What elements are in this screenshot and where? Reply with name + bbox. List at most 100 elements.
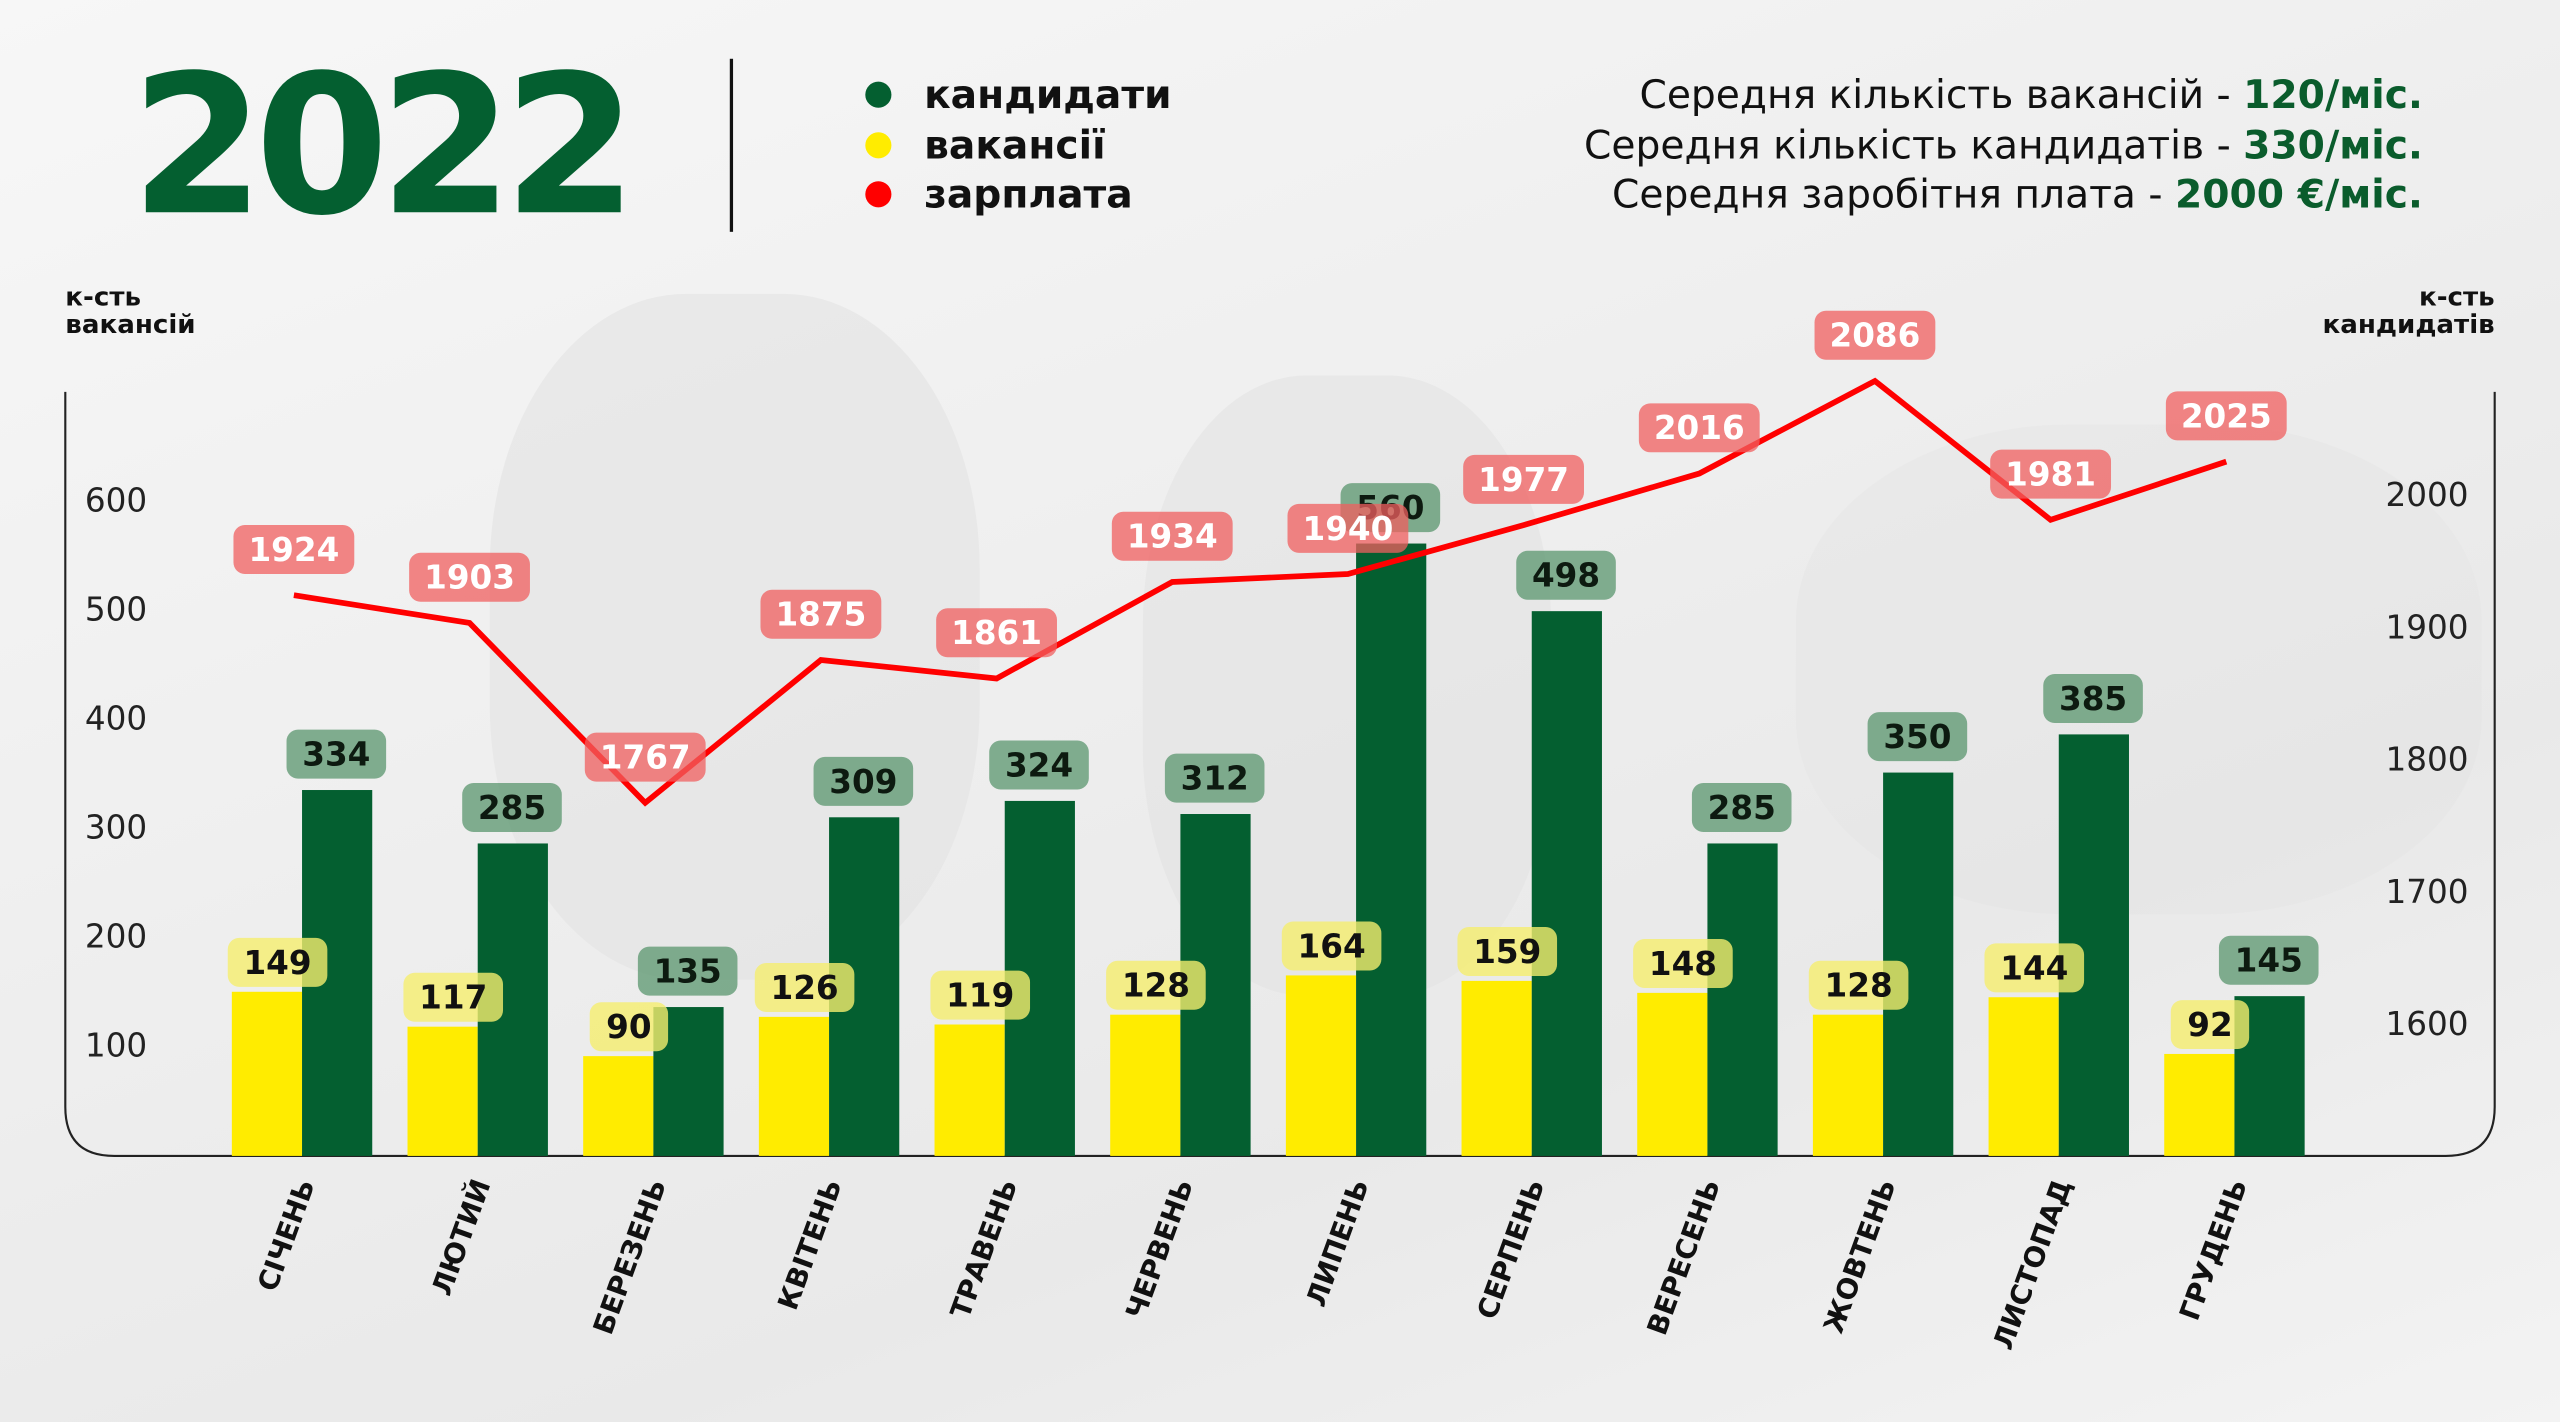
stat-label: Середня кількість вакансій -: [1639, 71, 2244, 118]
salary-value-label: 1934: [1127, 518, 1218, 556]
legend-dot-icon: [865, 181, 892, 208]
vacancies-value-label-bg: [1457, 926, 1558, 976]
vacancies-value-label: 117: [419, 979, 487, 1017]
candidates-value-label-bg: [813, 756, 914, 806]
month-label: ЛЮТИЙ: [424, 1174, 497, 1299]
vacancies-bar: [758, 1016, 830, 1156]
right-tick-label: 2000: [2385, 476, 2468, 514]
vacancies-value-label-bg: [930, 970, 1031, 1020]
stat-salary: Середня заробітня плата - 2000 €/міс.: [1612, 171, 2423, 217]
stat-label: Середня кількість кандидатів -: [1584, 122, 2244, 169]
vacancies-value-label-bg: [227, 937, 328, 987]
candidates-value-label-bg: [989, 740, 1089, 790]
stat-value: 2000 €/міс.: [2174, 171, 2423, 218]
stat-value: 330/міс.: [2243, 122, 2423, 169]
candidates-value-label-bg: [637, 946, 738, 996]
divider: [729, 58, 734, 232]
salary-value-label-bg: [584, 732, 706, 782]
legend-dot-icon: [865, 132, 892, 159]
legend-label: кандидати: [924, 71, 1172, 118]
vacancies-bar: [407, 1026, 478, 1156]
vacancies-value-label: 148: [1649, 945, 1717, 983]
left-tick-label: 100: [85, 1027, 147, 1065]
salary-value-label-bg: [1287, 503, 1409, 553]
vacancies-bar: [231, 991, 303, 1156]
candidates-value-label-bg: [462, 783, 562, 833]
left-tick-label: 400: [85, 699, 147, 737]
salary-value-label-bg: [409, 552, 530, 602]
vacancies-value-label: 164: [1298, 927, 1366, 965]
vacancies-value-label: 126: [770, 969, 838, 1007]
month-label: ВЕРЕСЕНЬ: [1640, 1175, 1727, 1340]
salary-value-label: 1903: [424, 559, 515, 597]
candidates-bar: [1707, 843, 1778, 1156]
salary-value-label: 1977: [1478, 461, 1569, 499]
salary-value-label-bg: [760, 589, 882, 639]
month-label: ЧЕРВЕНЬ: [1119, 1175, 1200, 1324]
candidates-value-label-bg: [2218, 935, 2319, 985]
candidates-value-label-bg: [1691, 783, 1792, 833]
legend-label: вакансії: [924, 122, 1106, 169]
left-tick-label: 300: [85, 809, 147, 847]
salary-value-label-bg: [1814, 310, 1936, 360]
left-axis-title: к-сть вакансій: [65, 280, 196, 340]
candidates-value-label: 135: [654, 953, 722, 991]
candidates-value-label: 498: [1532, 557, 1600, 595]
candidates-value-label: 285: [1708, 789, 1776, 827]
vacancies-value-label-bg: [2170, 1000, 2250, 1050]
month-label: ЛИСТОПАД: [1986, 1175, 2078, 1354]
vacancies-value-label: 92: [2187, 1006, 2232, 1044]
vacancies-value-label-bg: [1281, 921, 1382, 971]
vacancies-value-label: 128: [1825, 967, 1893, 1005]
legend-vacancies: вакансії: [865, 122, 1106, 169]
candidates-value-label: 350: [1883, 718, 1951, 756]
vacancies-value-label: 149: [243, 944, 311, 982]
vacancies-value-label: 119: [946, 977, 1014, 1015]
candidates-value-label-bg: [1867, 712, 1968, 762]
right-tick-label: 1600: [2385, 1005, 2468, 1043]
stat-vacancies: Середня кількість вакансій - 120/міс.: [1639, 72, 2422, 118]
salary-value-label: 2025: [2181, 397, 2272, 435]
vacancies-value-label: 128: [1122, 967, 1190, 1005]
vacancies-bar: [583, 1056, 654, 1156]
vacancies-value-label: 159: [1473, 933, 1541, 971]
legend-label: зарплата: [924, 171, 1133, 218]
salary-value-label-bg: [233, 524, 355, 574]
salary-value-label-bg: [1638, 403, 1760, 453]
vacancies-value-label-bg: [403, 972, 504, 1022]
candidates-value-label: 309: [829, 763, 897, 801]
vacancies-bar: [1461, 980, 1532, 1156]
vacancies-value-label: 144: [2000, 949, 2068, 987]
salary-value-label: 1924: [248, 531, 339, 569]
vacancies-value-label-bg: [1808, 960, 1909, 1010]
month-label: СЕРПЕНЬ: [1470, 1175, 1551, 1324]
candidates-value-label: 145: [2235, 942, 2303, 980]
salary-value-label-bg: [1990, 449, 2112, 499]
left-tick-label: 500: [85, 590, 147, 628]
salary-value-label: 1861: [951, 614, 1042, 652]
vacancies-bar: [934, 1024, 1005, 1156]
left-tick-label: 600: [85, 481, 147, 519]
salary-value-label: 1767: [600, 739, 691, 777]
year-title: 2022: [130, 32, 638, 258]
legend-dot-icon: [865, 81, 892, 108]
stat-value: 120/міс.: [2243, 71, 2423, 118]
vacancies-bar: [1110, 1014, 1181, 1156]
vacancies-bar: [1812, 1014, 1884, 1156]
stat-label: Середня заробітня плата -: [1612, 171, 2175, 218]
vacancies-value-label-bg: [754, 962, 855, 1012]
legend-candidates: кандидати: [865, 71, 1172, 118]
right-tick-label: 1800: [2385, 741, 2468, 779]
candidates-value-label-bg: [1516, 550, 1616, 600]
vacancies-value-label-bg: [589, 1002, 669, 1052]
vacancies-bar: [2164, 1053, 2235, 1156]
month-label: БЕРЕЗЕНЬ: [586, 1175, 673, 1339]
axis-frame: [64, 391, 2496, 1157]
salary-value-label: 1981: [2005, 456, 2096, 494]
stat-candidates: Середня кількість кандидатів - 330/міс.: [1584, 122, 2423, 168]
month-label: ГРУДЕНЬ: [2173, 1175, 2254, 1325]
salary-value-label-bg: [2165, 391, 2287, 441]
right-tick-label: 1900: [2385, 608, 2468, 646]
